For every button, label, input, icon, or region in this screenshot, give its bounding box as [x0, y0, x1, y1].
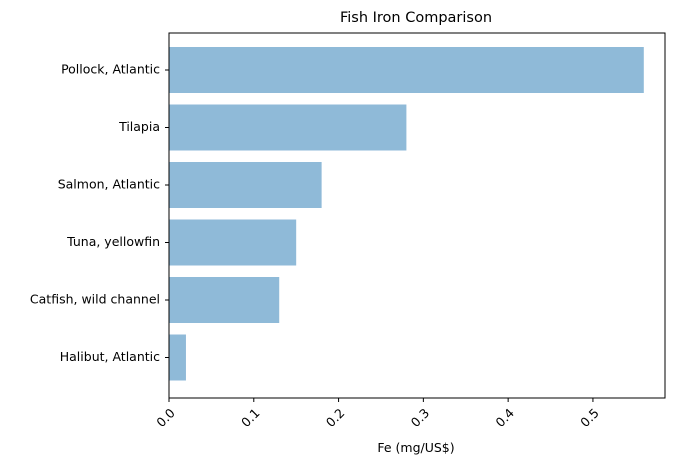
y-tick-label: Tilapia	[118, 119, 160, 134]
bar-tilapia	[169, 104, 407, 151]
y-tick-label: Pollock, Atlantic	[61, 62, 160, 77]
x-tick-label: 0.3	[408, 405, 433, 430]
bar-halibut-atlantic	[169, 334, 186, 381]
x-tick-label: 0.0	[153, 405, 178, 430]
x-tick-label: 0.4	[492, 405, 517, 430]
bar-tuna-yellowfin	[169, 219, 297, 266]
bar-pollock-atlantic	[169, 47, 644, 93]
y-tick-label: Halibut, Atlantic	[60, 349, 160, 364]
bar-catfish-wild-channel	[169, 277, 280, 323]
y-tick-label: Salmon, Atlantic	[58, 177, 160, 192]
x-tick-label: 0.2	[323, 405, 348, 430]
x-tick-label: 0.1	[238, 405, 263, 430]
y-tick-label: Tuna, yellowfin	[66, 234, 160, 249]
chart-title: Fish Iron Comparison	[340, 10, 492, 26]
plot-frame	[168, 32, 666, 399]
x-axis: 0.0 0.1 0.2 0.3 0.4 0.5	[153, 398, 602, 430]
bars-group	[169, 47, 644, 381]
x-axis-label: Fe (mg/US$)	[377, 440, 454, 455]
x-tick-label: 0.5	[577, 405, 602, 430]
y-tick-label: Catfish, wild channel	[30, 292, 160, 307]
y-axis: Pollock, Atlantic Tilapia Salmon, Atlantic…	[30, 62, 169, 364]
bar-salmon-atlantic	[169, 162, 322, 208]
